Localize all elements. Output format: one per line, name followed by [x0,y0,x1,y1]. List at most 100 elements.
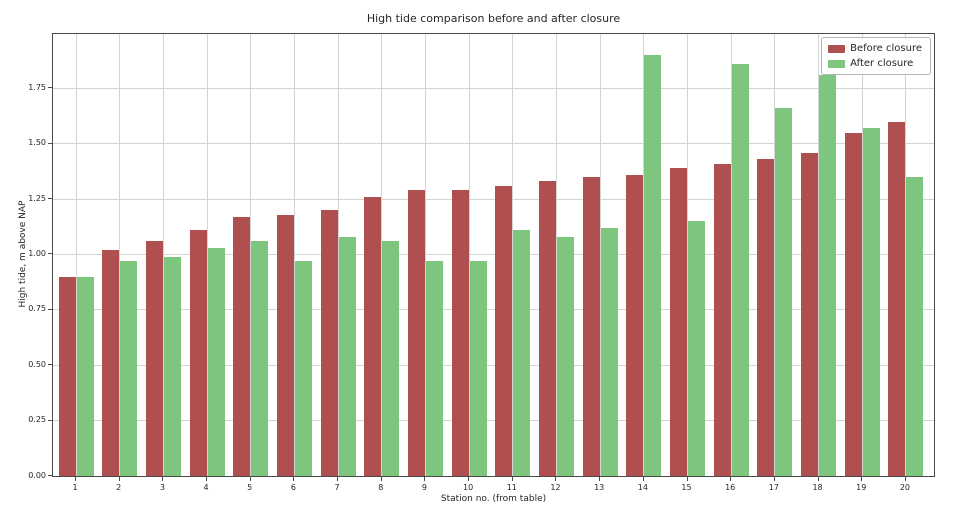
x-tick-label: 12 [550,483,561,492]
legend-item-after-closure: After closure [828,58,922,69]
bar-before-closure [495,185,513,476]
chart-title: High tide comparison before and after cl… [366,12,621,25]
y-gridline [53,253,934,255]
bar-after-closure [600,227,618,476]
x-tick-label: 16 [725,483,736,492]
y-tick-mark [48,364,52,366]
x-tick-mark [555,477,557,481]
bar-after-closure [207,247,225,476]
bar-after-closure [644,55,662,476]
y-tick-mark [48,308,52,310]
bar-after-closure [163,256,181,476]
x-tick-label: 2 [116,483,122,492]
bar-after-closure [862,128,880,476]
x-gridline [337,34,339,476]
bar-before-closure [233,216,251,476]
x-tick-mark [424,477,426,481]
x-tick-label: 9 [421,483,427,492]
bar-before-closure [538,181,556,476]
legend-label: Before closure [850,43,922,54]
x-gridline [119,34,121,476]
x-tick-mark [511,477,513,481]
plot-area [52,33,935,477]
x-tick-label: 3 [159,483,165,492]
bar-before-closure [801,152,819,476]
bar-after-closure [382,241,400,476]
y-tick-mark [48,253,52,255]
y-tick-mark [48,475,52,476]
y-gridline [53,198,934,200]
bar-after-closure [775,108,793,476]
bar-before-closure [58,276,76,476]
x-tick-mark [206,477,208,481]
bar-before-closure [189,230,207,476]
bar-before-closure [844,132,862,476]
bar-before-closure [670,168,688,476]
x-tick-label: 20 [899,483,910,492]
bar-before-closure [582,176,600,476]
x-tick-label: 10 [463,483,474,492]
y-gridline [53,143,934,145]
x-tick-label: 17 [768,483,779,492]
bar-after-closure [819,74,837,476]
x-tick-label: 7 [334,483,340,492]
y-tick-mark [48,142,52,144]
legend-label: After closure [850,58,914,69]
bar-after-closure [513,230,531,476]
x-gridline [774,34,776,476]
x-tick-mark [75,477,76,481]
x-tick-mark [162,477,164,481]
x-tick-label: 15 [681,483,692,492]
legend-item-before-closure: Before closure [828,43,922,54]
bar-after-closure [556,236,574,476]
x-tick-mark [861,477,863,481]
x-tick-mark [337,477,339,481]
y-tick-label: 0.75 [28,304,46,314]
x-gridline [905,34,907,476]
x-gridline [861,34,863,476]
x-gridline [293,34,295,476]
x-tick-mark [817,477,819,481]
x-tick-label: 6 [290,483,296,492]
bar-before-closure [626,174,644,476]
x-gridline [599,34,601,476]
x-tick-mark [118,477,120,481]
bar-before-closure [276,214,294,476]
x-gridline [643,34,645,476]
x-tick-label: 18 [812,483,823,492]
x-tick-mark [380,477,382,481]
x-tick-label: 13 [594,483,605,492]
y-gridline [53,364,934,366]
bar-before-closure [145,241,163,476]
bar-before-closure [364,196,382,476]
x-tick-label: 14 [637,483,648,492]
x-tick-label: 8 [378,483,384,492]
y-tick-label: 0.25 [28,415,46,425]
x-tick-mark [599,477,601,481]
y-tick-mark [48,198,52,200]
bar-after-closure [251,241,269,476]
x-gridline [512,34,514,476]
bar-before-closure [757,159,775,476]
bar-after-closure [120,261,138,476]
y-tick-mark [48,419,52,421]
bar-before-closure [320,210,338,476]
y-gridline [53,309,934,311]
x-tick-mark [642,477,644,481]
after-closure-swatch-icon [828,59,846,68]
y-tick-label: 1.50 [28,138,46,148]
bar-after-closure [469,261,487,476]
x-gridline [687,34,689,476]
x-gridline [162,34,164,476]
y-tick-label: 0.00 [28,470,46,480]
y-tick-mark [48,87,52,89]
x-gridline [424,34,426,476]
bar-after-closure [425,261,443,476]
x-gridline [730,34,732,476]
y-tick-label: 1.25 [28,193,46,203]
x-tick-label: 19 [856,483,867,492]
x-gridline [75,34,77,476]
bar-before-closure [713,163,731,476]
x-gridline [250,34,252,476]
